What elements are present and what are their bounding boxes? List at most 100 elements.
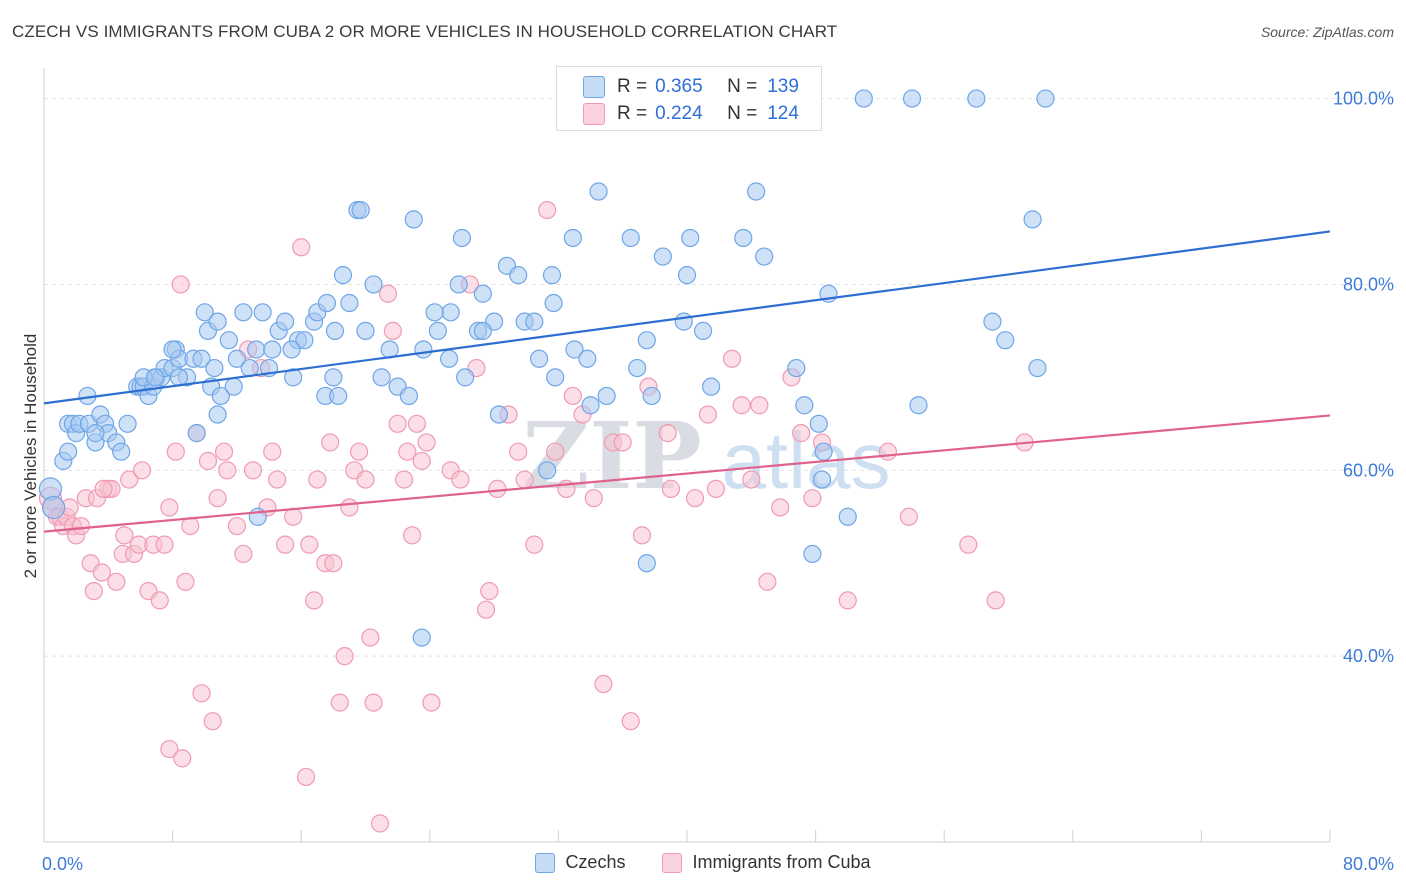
data-point [219, 331, 238, 350]
legend-item-czechs[interactable]: Czechs [535, 852, 625, 873]
data-point [284, 507, 303, 526]
data-point [451, 470, 470, 489]
tick-labels: 40.0% 60.0% 80.0% 100.0% 0.0% 80.0% [42, 89, 1394, 874]
data-point [653, 247, 672, 266]
data-point [546, 368, 565, 387]
data-point [693, 321, 713, 341]
legend-swatch-cuba [662, 852, 683, 873]
data-point [578, 349, 597, 368]
data-point [563, 386, 582, 406]
data-point [214, 442, 234, 461]
axes [43, 68, 1331, 843]
data-point [356, 321, 375, 341]
data-point [107, 572, 126, 591]
data-point [208, 312, 227, 331]
legend-swatch-czechs [535, 852, 556, 873]
data-point [181, 516, 200, 536]
stats-row-cuba: R = 0.224 N = 124 [583, 101, 799, 127]
data-point [224, 377, 243, 396]
data-point [412, 628, 431, 647]
stats-r-label: R = [617, 103, 648, 124]
data-point [351, 200, 370, 220]
stats-r-label: R = [617, 76, 648, 97]
data-point [996, 331, 1015, 350]
data-point [755, 247, 774, 266]
data-point [967, 89, 986, 108]
x-tick-label-max: 80.0% [1343, 854, 1394, 874]
data-point [120, 470, 139, 489]
data-point [488, 479, 507, 498]
stats-row-czechs: R = 0.365 N = 139 [583, 74, 799, 100]
data-point [227, 516, 246, 536]
data-point [171, 275, 190, 294]
data-point [546, 442, 565, 461]
data-point [1028, 358, 1047, 378]
data-point [542, 266, 562, 285]
data-point [674, 312, 693, 331]
data-point [1023, 210, 1042, 229]
data-point [276, 312, 295, 331]
data-point [263, 442, 282, 461]
chart-title: CZECH VS IMMIGRANTS FROM CUBA 2 OR MORE … [12, 22, 838, 41]
series-cuba-points [38, 200, 1034, 833]
data-point [304, 591, 324, 610]
data-point [112, 442, 131, 461]
x-tick-label-min: 0.0% [42, 854, 83, 874]
data-point [356, 470, 375, 489]
data-point [1036, 89, 1055, 108]
data-point [267, 470, 287, 489]
data-point [234, 303, 253, 322]
data-point [330, 693, 349, 712]
data-point [218, 461, 237, 480]
data-point [792, 424, 811, 443]
data-point [160, 739, 179, 759]
data-point [404, 210, 423, 229]
y-tick-label: 80.0% [1343, 274, 1394, 294]
data-point [42, 495, 66, 520]
data-point [473, 284, 492, 303]
data-point [324, 554, 343, 573]
trend-line [43, 414, 1331, 533]
data-point [234, 544, 253, 564]
data-point [878, 442, 898, 461]
data-point [160, 498, 179, 517]
data-point [176, 572, 195, 591]
data-point [208, 405, 227, 424]
data-point [324, 368, 343, 387]
data-point [412, 451, 431, 471]
data-point [589, 182, 608, 201]
data-point [509, 442, 528, 461]
stats-r-value: 0.365 [655, 76, 703, 97]
data-point [308, 470, 327, 489]
data-point [192, 684, 211, 703]
trend-line [43, 230, 1331, 405]
legend-item-cuba[interactable]: Immigrants from Cuba [662, 852, 871, 873]
stats-n-label: N = [727, 76, 758, 97]
data-point [208, 489, 227, 508]
data-point [681, 228, 700, 248]
data-point [750, 396, 769, 415]
data-point [621, 712, 640, 731]
grid-lines [44, 98, 1370, 657]
data-point [476, 600, 496, 619]
data-point [581, 396, 600, 415]
data-point [706, 479, 726, 498]
data-point [296, 767, 316, 787]
data-point [803, 489, 822, 508]
stats-n-label: N = [727, 103, 758, 124]
data-point [195, 303, 214, 322]
source-label: Source: ZipAtlas.com [1260, 24, 1394, 40]
data-point [383, 321, 402, 341]
data-point [795, 396, 814, 415]
data-point [632, 526, 652, 545]
data-point [399, 386, 419, 406]
data-point [441, 303, 460, 322]
data-point [276, 535, 295, 554]
data-point [378, 284, 398, 303]
data-point [452, 228, 472, 248]
data-point [838, 507, 857, 526]
data-point [86, 424, 105, 443]
y-axis-label: 2 or more Vehicles in Household [21, 334, 40, 579]
data-point [621, 228, 640, 248]
